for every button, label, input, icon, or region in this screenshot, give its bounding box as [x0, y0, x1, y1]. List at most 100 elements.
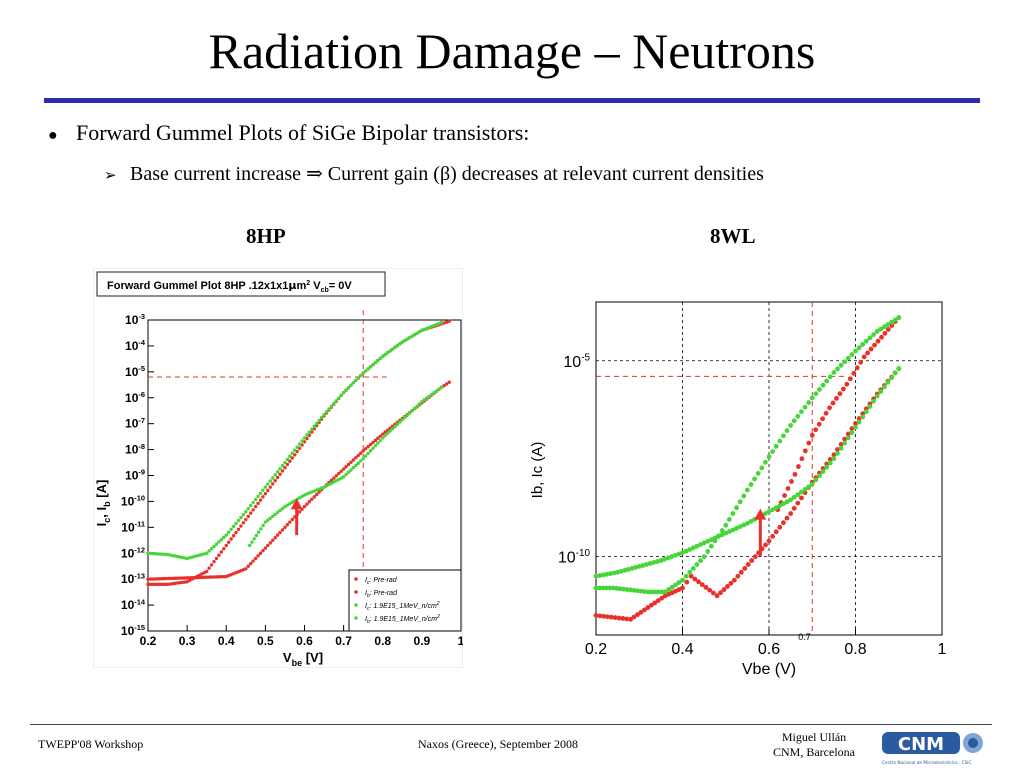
- data-point: [351, 381, 356, 385]
- data-point: [816, 421, 822, 427]
- data-point: [349, 460, 353, 464]
- data-point: [356, 461, 360, 465]
- data-point: [295, 445, 299, 449]
- data-point: [346, 470, 351, 474]
- data-point: [680, 585, 685, 591]
- data-point: [373, 443, 378, 448]
- data-point: [236, 527, 241, 531]
- data-point: [719, 532, 725, 538]
- chart-title: Forward Gummel Plot 8HP .12x1x1μm2 Vcb= …: [107, 279, 352, 294]
- data-point: [795, 492, 801, 498]
- data-point: [283, 460, 287, 465]
- data-point: [777, 524, 783, 530]
- data-point: [620, 616, 626, 621]
- data-point: [788, 423, 794, 428]
- x-tick-label: 0.7: [335, 634, 352, 648]
- data-point: [381, 354, 385, 358]
- data-point: [723, 522, 729, 528]
- data-point: [393, 424, 397, 429]
- data-point: [867, 335, 873, 341]
- data-point: [204, 569, 209, 574]
- data-point: [383, 352, 387, 357]
- data-point: [256, 530, 261, 534]
- data-point: [400, 418, 405, 422]
- data-point: [437, 387, 441, 391]
- data-point: [160, 552, 165, 556]
- data-point: [354, 463, 358, 468]
- y-tick-label: 10-13: [121, 571, 145, 586]
- data-point: [616, 615, 622, 621]
- data-point: [163, 552, 167, 557]
- data-point: [266, 543, 270, 548]
- data-point: [688, 573, 694, 579]
- data-point: [263, 491, 268, 496]
- data-point: [341, 475, 346, 479]
- data-point: [434, 389, 439, 393]
- data-point: [831, 456, 837, 462]
- data-point: [791, 418, 797, 424]
- data-point: [755, 470, 761, 476]
- legend-entry: Ib: 1.9E15_1MeV_n/cm2: [365, 614, 440, 625]
- title-underline: [44, 98, 980, 103]
- data-point: [222, 547, 226, 551]
- data-point: [251, 559, 255, 563]
- data-point: [249, 511, 253, 515]
- data-point: [275, 470, 280, 474]
- data-point: [840, 386, 846, 392]
- data-point: [244, 510, 248, 514]
- data-point: [332, 401, 336, 406]
- footer-divider: [30, 724, 992, 725]
- data-point: [781, 501, 786, 507]
- data-point: [795, 500, 801, 506]
- data-point: [640, 563, 646, 568]
- data-point: [714, 593, 720, 599]
- data-point: [244, 517, 248, 522]
- y-tick-label: 10-5: [125, 364, 145, 379]
- data-point: [698, 558, 703, 563]
- data-point: [652, 600, 658, 606]
- data-point: [889, 319, 894, 325]
- data-point: [258, 498, 263, 502]
- data-point: [860, 342, 866, 347]
- data-point: [698, 542, 703, 547]
- data-point: [766, 538, 772, 544]
- y-tick-label: 10-6: [125, 390, 145, 405]
- data-point: [319, 415, 324, 420]
- data-point: [280, 506, 285, 511]
- logo-badge: [882, 732, 960, 754]
- data-point: [837, 391, 843, 397]
- data-point: [865, 350, 871, 356]
- y-tick-label: 10-11: [121, 520, 145, 535]
- x-tick-label: 0.8: [374, 634, 391, 648]
- data-point: [378, 438, 383, 443]
- data-point: [412, 333, 417, 337]
- data-point: [597, 585, 602, 591]
- data-point: [725, 584, 730, 589]
- data-point: [254, 533, 259, 538]
- data-point: [302, 504, 307, 509]
- y-tick-label: 10-14: [121, 597, 146, 612]
- data-point: [312, 495, 316, 499]
- data-point: [334, 399, 338, 403]
- data-point: [278, 466, 282, 471]
- data-point: [344, 388, 348, 392]
- data-point: [662, 556, 667, 562]
- data-point: [283, 525, 287, 530]
- legend-box: [348, 569, 462, 632]
- data-point: [624, 587, 630, 592]
- data-point: [628, 587, 633, 593]
- data-point: [300, 439, 304, 443]
- data-point: [705, 538, 711, 544]
- data-point: [231, 524, 236, 529]
- data-point: [226, 530, 231, 534]
- data-point: [219, 550, 224, 554]
- data-point: [393, 345, 397, 350]
- data-point: [638, 588, 644, 594]
- data-point: [762, 459, 768, 465]
- data-point: [799, 489, 804, 495]
- data-point: [381, 436, 385, 440]
- data-point: [831, 370, 837, 375]
- data-point: [655, 598, 661, 603]
- data-point: [158, 552, 162, 556]
- data-point: [410, 409, 414, 413]
